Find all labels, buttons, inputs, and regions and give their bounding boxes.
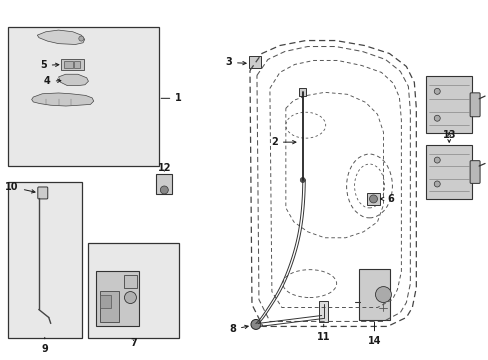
FancyBboxPatch shape bbox=[95, 271, 139, 327]
Text: 10: 10 bbox=[5, 182, 35, 193]
Text: 12: 12 bbox=[157, 163, 171, 173]
FancyBboxPatch shape bbox=[299, 88, 305, 96]
FancyBboxPatch shape bbox=[124, 275, 137, 288]
FancyBboxPatch shape bbox=[366, 193, 380, 205]
Circle shape bbox=[369, 195, 377, 203]
Polygon shape bbox=[32, 93, 94, 106]
FancyBboxPatch shape bbox=[469, 93, 479, 117]
FancyBboxPatch shape bbox=[64, 61, 73, 68]
Text: 3: 3 bbox=[225, 58, 245, 67]
Circle shape bbox=[433, 157, 439, 163]
Text: 1: 1 bbox=[161, 93, 182, 103]
FancyBboxPatch shape bbox=[156, 174, 171, 194]
Text: 13: 13 bbox=[442, 130, 455, 140]
Text: 5: 5 bbox=[40, 60, 59, 71]
Circle shape bbox=[79, 36, 84, 41]
FancyBboxPatch shape bbox=[469, 161, 479, 183]
FancyBboxPatch shape bbox=[100, 291, 119, 322]
FancyBboxPatch shape bbox=[8, 182, 81, 338]
Circle shape bbox=[300, 177, 305, 183]
FancyBboxPatch shape bbox=[248, 57, 261, 68]
Polygon shape bbox=[37, 30, 84, 45]
Text: 8: 8 bbox=[229, 324, 248, 334]
Circle shape bbox=[433, 88, 439, 94]
Circle shape bbox=[160, 186, 168, 194]
Circle shape bbox=[124, 292, 136, 303]
FancyBboxPatch shape bbox=[8, 27, 159, 166]
FancyBboxPatch shape bbox=[426, 76, 471, 133]
Text: 11: 11 bbox=[316, 324, 330, 342]
Text: 2: 2 bbox=[270, 137, 295, 147]
FancyBboxPatch shape bbox=[38, 187, 48, 199]
Text: 9: 9 bbox=[41, 337, 48, 354]
FancyBboxPatch shape bbox=[100, 295, 110, 308]
Circle shape bbox=[375, 287, 390, 302]
Circle shape bbox=[433, 115, 439, 121]
FancyBboxPatch shape bbox=[74, 61, 80, 68]
FancyBboxPatch shape bbox=[87, 243, 179, 338]
FancyBboxPatch shape bbox=[426, 145, 471, 199]
FancyBboxPatch shape bbox=[319, 301, 327, 322]
FancyBboxPatch shape bbox=[61, 59, 84, 70]
Text: 14: 14 bbox=[367, 322, 381, 346]
Text: 4: 4 bbox=[44, 76, 61, 86]
Text: 7: 7 bbox=[130, 338, 137, 348]
Text: 6: 6 bbox=[380, 194, 393, 204]
Polygon shape bbox=[59, 74, 88, 86]
Circle shape bbox=[433, 181, 439, 187]
FancyBboxPatch shape bbox=[358, 269, 389, 320]
Circle shape bbox=[250, 319, 261, 329]
